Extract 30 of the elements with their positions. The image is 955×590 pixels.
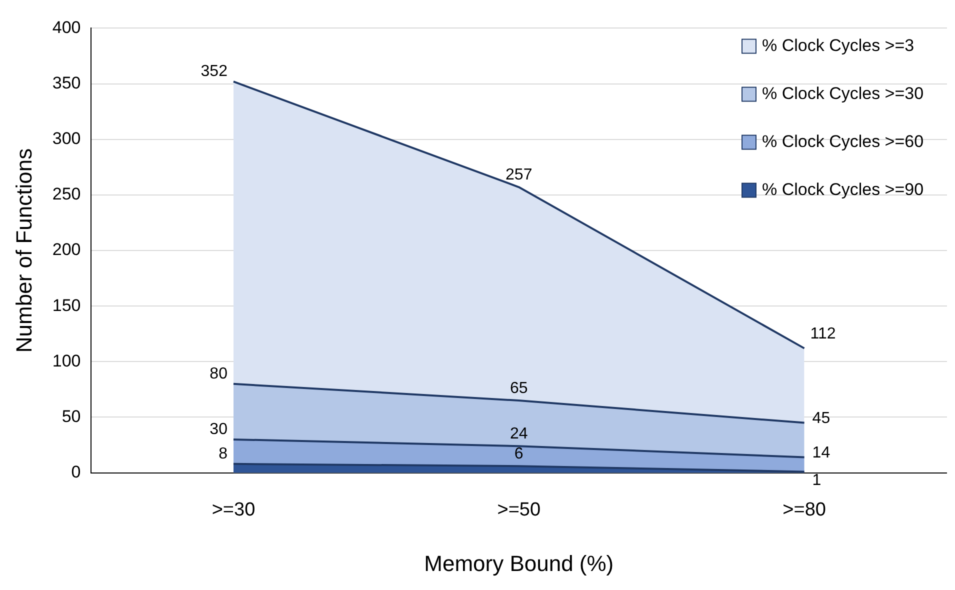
- y-tick-label: 350: [52, 73, 81, 92]
- y-tick-label: 400: [52, 18, 81, 37]
- legend-label: % Clock Cycles >=3: [762, 36, 914, 55]
- data-label: 257: [506, 166, 532, 184]
- legend-label: % Clock Cycles >=60: [762, 132, 924, 151]
- legend-label: % Clock Cycles >=30: [762, 84, 924, 103]
- data-label: 6: [514, 446, 524, 463]
- data-label: 1: [812, 472, 822, 490]
- x-tick-label: >=30: [212, 499, 256, 520]
- data-label: 30: [210, 420, 228, 438]
- legend-label: % Clock Cycles >=90: [762, 180, 924, 199]
- x-axis-title: Memory Bound (%): [424, 550, 614, 576]
- data-label: 65: [510, 380, 528, 397]
- y-tick-label: 0: [71, 462, 81, 482]
- data-label: 45: [812, 410, 830, 428]
- data-label: 14: [812, 444, 830, 462]
- data-label: 80: [210, 365, 228, 382]
- y-tick-label: 200: [52, 240, 81, 260]
- data-label: 112: [810, 326, 836, 343]
- y-tick-label: 100: [52, 351, 81, 370]
- data-label: 24: [510, 426, 528, 443]
- data-label: 8: [218, 445, 228, 462]
- data-label: 352: [200, 62, 228, 80]
- y-tick-label: 50: [62, 406, 81, 426]
- y-tick-label: 250: [52, 184, 81, 204]
- x-tick-label: >=50: [497, 499, 541, 520]
- x-tick-label: >=80: [782, 499, 826, 520]
- y-tick-label: 300: [52, 129, 81, 148]
- y-tick-label: 150: [52, 296, 81, 315]
- y-axis-title: Number of Functions: [11, 148, 36, 353]
